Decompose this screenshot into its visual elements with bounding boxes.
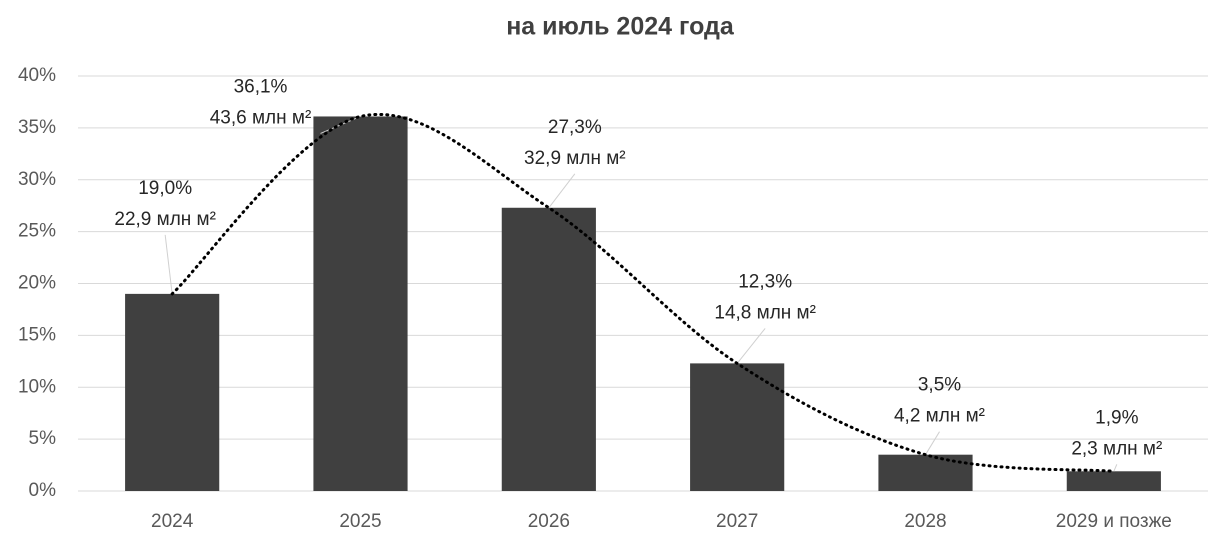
y-tick-label: 35% <box>18 117 56 138</box>
y-tick-label: 40% <box>18 65 56 86</box>
x-tick-label: 2029 и позже <box>1056 511 1172 532</box>
y-tick-label: 10% <box>18 376 56 397</box>
value-label: 1,9% <box>1095 407 1138 428</box>
value-label: 19,0% <box>138 178 192 199</box>
x-tick-label: 2026 <box>528 511 570 532</box>
area-label: 14,8 млн м² <box>714 302 816 323</box>
value-label: 36,1% <box>234 76 288 97</box>
x-tick-label: 2027 <box>716 511 758 532</box>
bar <box>313 116 408 492</box>
y-tick-label: 30% <box>18 169 56 190</box>
leader-line <box>736 328 766 364</box>
y-tick-label: 15% <box>18 324 56 345</box>
y-tick-label: 25% <box>18 221 56 242</box>
x-tick-label: 2025 <box>339 511 381 532</box>
value-label: 12,3% <box>738 271 792 292</box>
bar <box>125 293 220 491</box>
chart-title: на июль 2024 года <box>506 13 735 41</box>
area-label: 2,3 млн м² <box>1071 438 1162 459</box>
bar <box>690 363 785 491</box>
value-label: 3,5% <box>918 375 961 396</box>
x-tick-label: 2024 <box>151 511 194 532</box>
y-tick-label: 20% <box>18 273 56 294</box>
area-label: 4,2 млн м² <box>894 406 985 427</box>
area-label: 22,9 млн м² <box>114 209 216 230</box>
bar <box>1066 471 1161 491</box>
bar <box>501 207 596 491</box>
y-tick-label: 5% <box>29 428 57 449</box>
trendline <box>170 113 1116 473</box>
x-tick-label: 2028 <box>904 511 946 532</box>
y-tick-label: 0% <box>29 480 57 501</box>
value-label: 27,3% <box>548 117 602 138</box>
leader-line <box>1113 464 1118 472</box>
leader-line <box>548 173 576 209</box>
area-label: 32,9 млн м² <box>524 148 626 169</box>
leader-line <box>164 234 173 294</box>
area-label: 43,6 млн м² <box>210 107 312 128</box>
bar <box>878 454 973 491</box>
leader-line <box>925 431 940 455</box>
